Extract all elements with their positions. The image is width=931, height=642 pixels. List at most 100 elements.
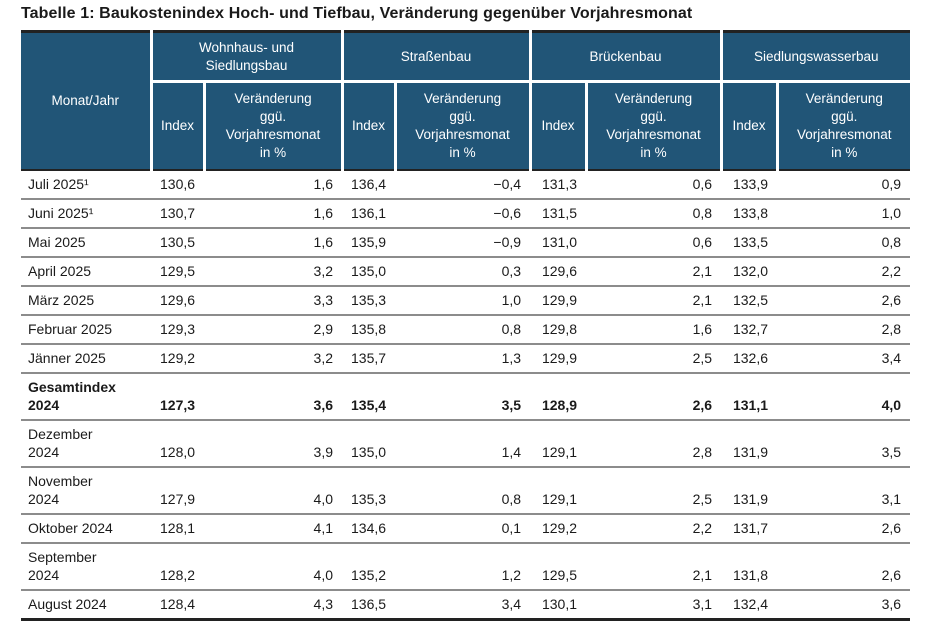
value-cell: 133,5 <box>732 233 769 250</box>
value-cell: 132,7 <box>732 320 769 337</box>
value-cell: 130,5 <box>160 233 196 250</box>
value-cell: 133,8 <box>732 204 769 221</box>
value-cell: 4,0 <box>313 566 334 583</box>
column-header-index-wohnhaus: Index <box>149 81 204 170</box>
value-cell: 2,2 <box>692 519 713 536</box>
value-cell: 0,8 <box>501 490 522 507</box>
month-label: Mai 2025 <box>28 233 86 250</box>
header-sub-row: Index Veränderung ggü. Vorjahresmonat in… <box>21 81 911 170</box>
value-cell: 1,0 <box>501 291 522 308</box>
value-cell: 131,9 <box>732 443 769 460</box>
value-cell: 3,9 <box>313 443 334 460</box>
value-cell: 127,3 <box>160 396 196 413</box>
month-label: März 2025 <box>28 291 95 308</box>
table-row: August 2024 128,4 4,3 136,5 3,4 130,1 3,1 132,4… <box>21 590 911 619</box>
value-cell: 129,6 <box>160 291 196 308</box>
value-cell: 131,3 <box>541 175 578 192</box>
value-cell: 135,7 <box>351 349 387 366</box>
value-cell: 135,3 <box>351 490 387 507</box>
table-row: September 2024 128,2 4,0 135,2 1,2 129,5 2,1 13… <box>21 543 911 590</box>
value-cell: 131,5 <box>541 204 578 221</box>
document-page: Tabelle 1: Baukostenindex Hoch- und Tief… <box>0 5 931 642</box>
value-cell: 134,6 <box>351 519 387 536</box>
value-cell: 135,8 <box>351 320 387 337</box>
table-row: Dezember 2024 128,0 3,9 135,0 1,4 129,1 2,8 131… <box>21 420 911 467</box>
value-cell: 127,9 <box>160 490 196 507</box>
column-group-siedlungswasserbau: Siedlungswasserbau <box>719 31 911 83</box>
value-cell: 2,6 <box>881 566 902 583</box>
value-cell: 1,4 <box>501 443 522 460</box>
month-label: Jänner 2025 <box>28 349 106 366</box>
value-cell: 2,9 <box>313 320 334 337</box>
month-label: Juli 2025¹ <box>28 175 89 192</box>
value-cell: 3,2 <box>313 262 334 279</box>
value-cell: 129,1 <box>541 490 578 507</box>
value-cell: 128,4 <box>160 595 196 612</box>
value-cell: 129,9 <box>541 349 578 366</box>
value-cell: 129,3 <box>160 320 196 337</box>
value-cell: 129,5 <box>541 566 578 583</box>
value-cell: 3,5 <box>501 396 522 413</box>
value-cell: 128,9 <box>541 396 578 413</box>
value-cell: 2,5 <box>692 349 713 366</box>
value-cell: 0,6 <box>692 233 713 250</box>
column-header-change-strassenbau: Veränderung ggü. Vorjahresmonat in % <box>393 81 531 170</box>
value-cell: 135,3 <box>351 291 387 308</box>
column-header-change-siedlungswasserbau: Veränderung ggü. Vorjahresmonat in % <box>775 81 911 170</box>
value-cell: 2,1 <box>692 566 713 583</box>
value-cell: 129,2 <box>160 349 196 366</box>
value-cell: 2,1 <box>692 262 713 279</box>
value-cell: 131,7 <box>732 519 769 536</box>
value-cell: 129,1 <box>541 443 578 460</box>
value-cell: 1,2 <box>501 566 522 583</box>
baukostenindex-table: Monat/Jahr Wohnhaus- und Siedlungsbau St… <box>21 30 911 621</box>
column-header-index-siedlungswasserbau: Index <box>719 81 778 170</box>
value-cell: 128,1 <box>160 519 196 536</box>
value-cell: 132,6 <box>732 349 769 366</box>
table-row: Mai 2025 130,5 1,6 135,9 −0,9 131,0 0,6 133,5 0,… <box>21 228 911 257</box>
column-group-wohnhaus-siedlungsbau: Wohnhaus- und Siedlungsbau <box>149 31 343 83</box>
value-cell: 0,8 <box>501 320 522 337</box>
value-cell: 2,2 <box>881 262 902 279</box>
month-label: November 2024 <box>28 472 93 507</box>
value-cell: 132,0 <box>732 262 769 279</box>
value-cell: 136,5 <box>351 595 387 612</box>
value-cell: 129,9 <box>541 291 578 308</box>
value-cell: 1,3 <box>501 349 522 366</box>
month-label: September 2024 <box>28 548 97 583</box>
value-cell: 0,6 <box>692 175 713 192</box>
table-body: Juli 2025¹ 130,6 1,6 136,4 −0,4 131,3 0,6 133,9… <box>21 170 911 619</box>
table-header: Monat/Jahr Wohnhaus- und Siedlungsbau St… <box>21 31 911 170</box>
value-cell: 135,2 <box>351 566 387 583</box>
value-cell: 3,2 <box>313 349 334 366</box>
table-row: Oktober 2024 128,1 4,1 134,6 0,1 129,2 2,2 131,… <box>21 514 911 543</box>
value-cell: 130,7 <box>160 204 196 221</box>
value-cell: 1,6 <box>313 233 334 250</box>
value-cell: 2,6 <box>692 396 713 413</box>
value-cell: 135,4 <box>351 396 387 413</box>
value-cell: 0,9 <box>881 175 902 192</box>
table-row: Juni 2025¹ 130,7 1,6 136,1 −0,6 131,5 0,8 133,8… <box>21 199 911 228</box>
value-cell: 0,1 <box>501 519 522 536</box>
value-cell: 3,4 <box>881 349 902 366</box>
value-cell: 4,3 <box>313 595 334 612</box>
value-cell: 131,0 <box>541 233 578 250</box>
value-cell: 135,0 <box>351 262 387 279</box>
value-cell: 129,5 <box>160 262 196 279</box>
value-cell: 0,8 <box>881 233 902 250</box>
value-cell: 133,9 <box>732 175 769 192</box>
value-cell: 3,3 <box>313 291 334 308</box>
value-cell: 3,5 <box>881 443 902 460</box>
column-header-change-wohnhaus: Veränderung ggü. Vorjahresmonat in % <box>202 81 343 170</box>
month-label: August 2024 <box>28 595 107 612</box>
value-cell: 136,1 <box>351 204 387 221</box>
value-cell: 4,0 <box>881 396 902 413</box>
value-cell: 131,1 <box>732 396 769 413</box>
value-cell: 136,4 <box>351 175 387 192</box>
value-cell: 3,6 <box>313 396 334 413</box>
value-cell: 128,2 <box>160 566 196 583</box>
value-cell: 2,1 <box>692 291 713 308</box>
value-cell: −0,9 <box>493 233 522 250</box>
header-group-row: Monat/Jahr Wohnhaus- und Siedlungsbau St… <box>21 31 911 170</box>
value-cell: −0,6 <box>493 204 522 221</box>
